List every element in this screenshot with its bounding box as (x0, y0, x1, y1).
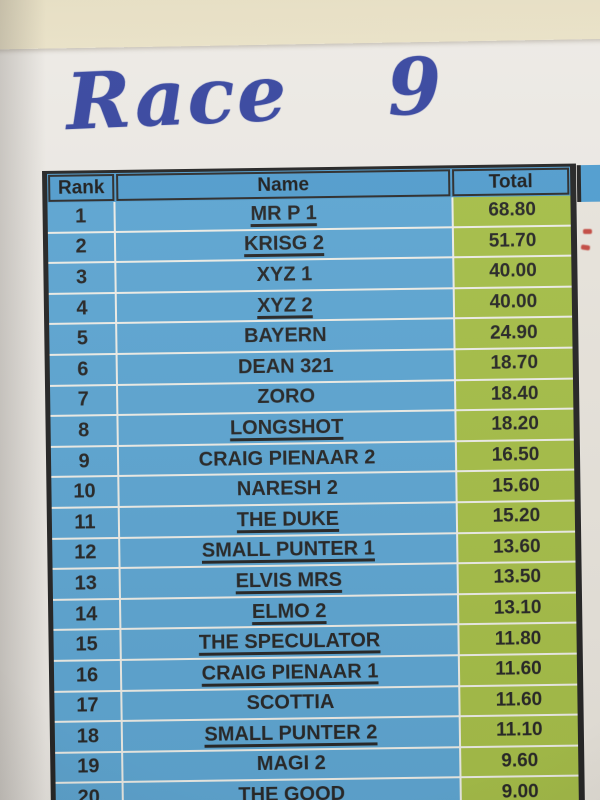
name-cell: THE GOOD (123, 778, 462, 800)
name-text: CRAIG PIENAAR 2 (198, 445, 376, 471)
name-text: NARESH 2 (236, 477, 339, 501)
rank-cell: 1 (47, 201, 116, 234)
name-text: ELMO 2 (251, 599, 327, 623)
rank-cell: 17 (54, 691, 123, 723)
total-cell: 16.50 (456, 440, 575, 473)
total-cell: 13.10 (458, 593, 577, 626)
total-cell: 15.60 (457, 470, 575, 504)
name-text: MAGI 2 (256, 752, 326, 776)
total-cell: 51.70 (453, 226, 572, 259)
name-cell: CRAIG PIENAAR 2 (118, 441, 458, 478)
total-cell: 11.10 (460, 715, 579, 748)
name-cell: CRAIG PIENAAR 1 (121, 656, 461, 692)
rank-cell: 15 (53, 630, 122, 662)
name-text: THE DUKE (236, 507, 340, 532)
name-cell: ZORO (118, 380, 457, 417)
total-cell: 15.20 (457, 501, 576, 534)
name-text: ELVIS MRS (235, 568, 343, 593)
total-cell: 40.00 (454, 287, 573, 320)
column-header-total: Total (452, 167, 570, 197)
name-text: MR P 1 (250, 201, 317, 225)
rank-cell: 9 (50, 446, 120, 479)
name-text: SCOTTIA (246, 691, 335, 715)
total-cell: 68.80 (453, 195, 571, 228)
total-cell: 13.60 (458, 532, 576, 565)
rank-cell: 16 (53, 660, 123, 693)
total-cell: 18.20 (456, 409, 574, 442)
name-text: BAYERN (243, 324, 327, 348)
name-cell: MR P 1 (115, 197, 454, 233)
tabletop-strip (0, 0, 600, 50)
rank-cell: 8 (50, 416, 119, 448)
adjacent-table-header-fragment (576, 164, 600, 206)
name-text: THE SPECULATOR (198, 629, 381, 654)
name-cell: KRISG 2 (115, 227, 455, 264)
left-shadow (0, 0, 46, 800)
name-text: XYZ 2 (256, 293, 313, 317)
rank-cell: 2 (47, 232, 117, 265)
name-text: XYZ 1 (256, 263, 313, 286)
rank-cell: 4 (48, 293, 118, 326)
rank-cell: 14 (52, 599, 122, 632)
name-cell: THE DUKE (119, 503, 459, 539)
total-cell: 9.60 (461, 746, 579, 779)
total-cell: 11.60 (460, 685, 578, 718)
name-text: KRISG 2 (243, 232, 325, 256)
name-cell: SCOTTIA (122, 686, 461, 723)
name-cell: ELVIS MRS (120, 564, 459, 600)
name-cell: SMALL PUNTER 2 (122, 717, 462, 753)
name-text: DEAN 321 (237, 354, 334, 379)
total-cell: 24.90 (455, 317, 573, 351)
rank-cell: 10 (51, 477, 120, 509)
column-header-name: Name (116, 169, 451, 201)
rank-cell: 13 (52, 569, 121, 601)
name-text: THE GOOD (238, 782, 346, 800)
rank-cell: 19 (55, 752, 124, 785)
total-cell: 9.00 (461, 776, 579, 800)
name-cell: THE SPECULATOR (121, 625, 460, 661)
name-cell: BAYERN (117, 319, 456, 355)
name-text: SMALL PUNTER 2 (204, 721, 378, 746)
rank-cell: 3 (48, 263, 117, 295)
rank-cell: 12 (52, 538, 121, 571)
rank-cell: 18 (54, 722, 124, 754)
name-cell: DEAN 321 (117, 350, 456, 386)
name-cell: ELMO 2 (120, 594, 460, 631)
name-text: SMALL PUNTER 1 (201, 537, 375, 563)
name-text: LONGSHOT (229, 415, 344, 440)
name-cell: SMALL PUNTER 1 (120, 533, 459, 570)
total-cell: 18.70 (455, 348, 573, 381)
red-ink-mark (580, 244, 591, 251)
name-text: ZORO (257, 385, 316, 409)
name-text: CRAIG PIENAAR 1 (201, 660, 379, 685)
rank-cell: 20 (55, 783, 124, 800)
column-header-rank: Rank (48, 173, 115, 202)
name-cell: MAGI 2 (123, 747, 462, 784)
total-cell: 13.50 (458, 562, 576, 595)
rank-cell: 7 (50, 385, 119, 418)
score-table: Rank Name Total 1 MR P 1 68.80 2 KRISG 2… (42, 163, 585, 800)
total-cell: 40.00 (454, 256, 572, 290)
name-cell: XYZ 2 (116, 289, 456, 325)
total-cell: 18.40 (455, 379, 574, 412)
red-ink-mark (583, 229, 592, 234)
name-cell: XYZ 1 (116, 258, 455, 294)
total-cell: 11.60 (459, 654, 578, 687)
rank-cell: 6 (49, 354, 119, 387)
rank-cell: 11 (51, 507, 121, 540)
table-body: 1 MR P 1 68.80 2 KRISG 2 51.70 3 XYZ 1 4… (47, 195, 579, 800)
name-cell: NARESH 2 (119, 472, 458, 508)
handwritten-title: Race 9 (64, 40, 446, 149)
rank-cell: 5 (49, 324, 118, 356)
name-cell: LONGSHOT (118, 411, 457, 447)
total-cell: 11.80 (459, 623, 577, 657)
